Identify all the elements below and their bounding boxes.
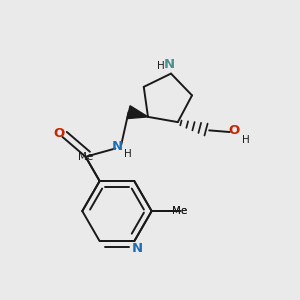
Text: Me: Me <box>172 206 187 216</box>
Text: Me: Me <box>78 152 93 162</box>
Text: H: H <box>242 135 249 145</box>
Text: H: H <box>124 149 132 159</box>
Text: N: N <box>111 140 122 153</box>
Text: O: O <box>228 124 239 137</box>
Text: N: N <box>131 242 142 255</box>
Text: H: H <box>157 61 164 71</box>
Text: N: N <box>164 58 175 71</box>
Polygon shape <box>127 106 148 118</box>
Text: Me: Me <box>172 206 187 216</box>
Text: O: O <box>53 127 64 140</box>
